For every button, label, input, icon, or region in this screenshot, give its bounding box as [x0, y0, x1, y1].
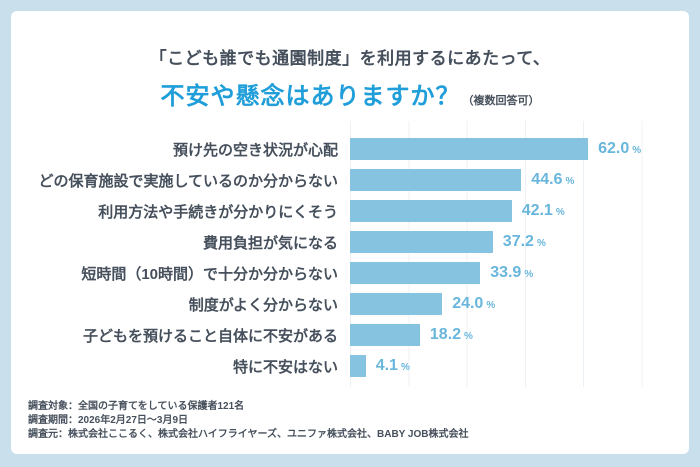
value-number: 4.1 [375, 357, 398, 374]
bar-track: 33.9% [350, 262, 689, 284]
bar-row: 費用負担が気になる 37.2% [11, 231, 689, 253]
category-label: 利用方法や手続きが分かりにくそう [98, 203, 338, 221]
category-label: どの保育施設で実施しているのか分からない [38, 172, 338, 190]
value-label: 4.1% [376, 357, 410, 375]
bar [350, 355, 366, 377]
category-label: 子どもを預けること自体に不安がある [82, 327, 338, 345]
percent-sign: % [400, 362, 410, 373]
value-label: 44.6% [531, 171, 574, 189]
bar [350, 200, 512, 222]
category-label: 費用負担が気になる [202, 234, 338, 252]
bar [350, 138, 589, 160]
category-label: 預け先の空き状況が心配 [172, 141, 338, 159]
bar-track: 42.1% [350, 200, 689, 222]
percent-sign: % [524, 269, 534, 280]
bar-track: 44.6% [350, 169, 689, 191]
percent-sign: % [565, 176, 575, 187]
bar-rows: 預け先の空き状況が心配 62.0% どの保育施設で実施しているのか分からない 4… [11, 138, 689, 386]
chart-title-line1: 「こども誰でも通園制度」を利用するにあたって、 [149, 49, 551, 68]
value-number: 37.2 [502, 233, 534, 250]
bar [350, 231, 493, 253]
bar-row: 特に不安はない 4.1% [11, 355, 689, 377]
chart-title-question: 不安や懸念はありますか？ [160, 83, 461, 110]
value-number: 44.6 [531, 171, 563, 188]
bar-track: 18.2% [350, 324, 689, 346]
survey-period: 調査期間：2026年2月27日～3月9日 [28, 415, 189, 426]
value-label: 42.1% [522, 202, 565, 220]
value-number: 33.9 [490, 264, 522, 281]
bar-track: 62.0% [350, 138, 689, 160]
bar [350, 169, 522, 191]
bar-chart: 預け先の空き状況が心配 62.0% どの保育施設で実施しているのか分からない 4… [11, 121, 689, 387]
category-label: 特に不安はない [232, 358, 338, 376]
value-number: 62.0 [598, 140, 630, 157]
bar-row: 利用方法や手続きが分かりにくそう 42.1% [11, 200, 689, 222]
value-number: 24.0 [452, 295, 484, 312]
value-label: 37.2% [503, 233, 546, 251]
bar-row: 子どもを預けること自体に不安がある 18.2% [11, 324, 689, 346]
chart-title-line2: 不安や懸念はありますか？ （複数回答可） [11, 76, 689, 111]
value-label: 18.2% [430, 326, 473, 344]
survey-meta: 調査対象：全国の子育てをしている保護者121名 調査期間：2026年2月27日～… [28, 400, 469, 442]
value-label: 33.9% [490, 264, 533, 282]
value-label: 62.0% [598, 140, 641, 158]
bar [350, 324, 420, 346]
chart-header: 「こども誰でも通園制度」を利用するにあたって、 不安や懸念はありますか？ （複数回… [11, 44, 689, 111]
bar-row: どの保育施設で実施しているのか分からない 44.6% [11, 169, 689, 191]
percent-sign: % [632, 145, 642, 156]
percent-sign: % [536, 238, 546, 249]
bar-track: 4.1% [350, 355, 689, 377]
bar-row: 預け先の空き状況が心配 62.0% [11, 138, 689, 160]
value-number: 18.2 [429, 326, 462, 343]
bar-track: 24.0% [350, 293, 689, 315]
chart-card: 「こども誰でも通園制度」を利用するにあたって、 不安や懸念はありますか？ （複数回… [11, 11, 689, 454]
survey-source: 調査元：株式会社ここるく、株式会社ハイフライヤーズ、ユニファ株式会社、BABY … [28, 429, 469, 440]
bar-track: 37.2% [350, 231, 689, 253]
category-label: 制度がよく分からない [188, 296, 338, 314]
value-number: 42.1 [521, 202, 553, 219]
percent-sign: % [486, 300, 496, 311]
survey-target: 調査対象：全国の子育てをしている保護者121名 [28, 401, 245, 412]
category-label: 短時間（10時間）で十分か分からない [81, 265, 338, 283]
value-label: 24.0% [452, 295, 495, 313]
bar [350, 262, 481, 284]
bar-row: 短時間（10時間）で十分か分からない 33.9% [11, 262, 689, 284]
bar [350, 293, 443, 315]
bar-row: 制度がよく分からない 24.0% [11, 293, 689, 315]
multiple-answers-note: （複数回答可） [462, 95, 540, 107]
percent-sign: % [555, 207, 565, 218]
percent-sign: % [464, 331, 473, 342]
